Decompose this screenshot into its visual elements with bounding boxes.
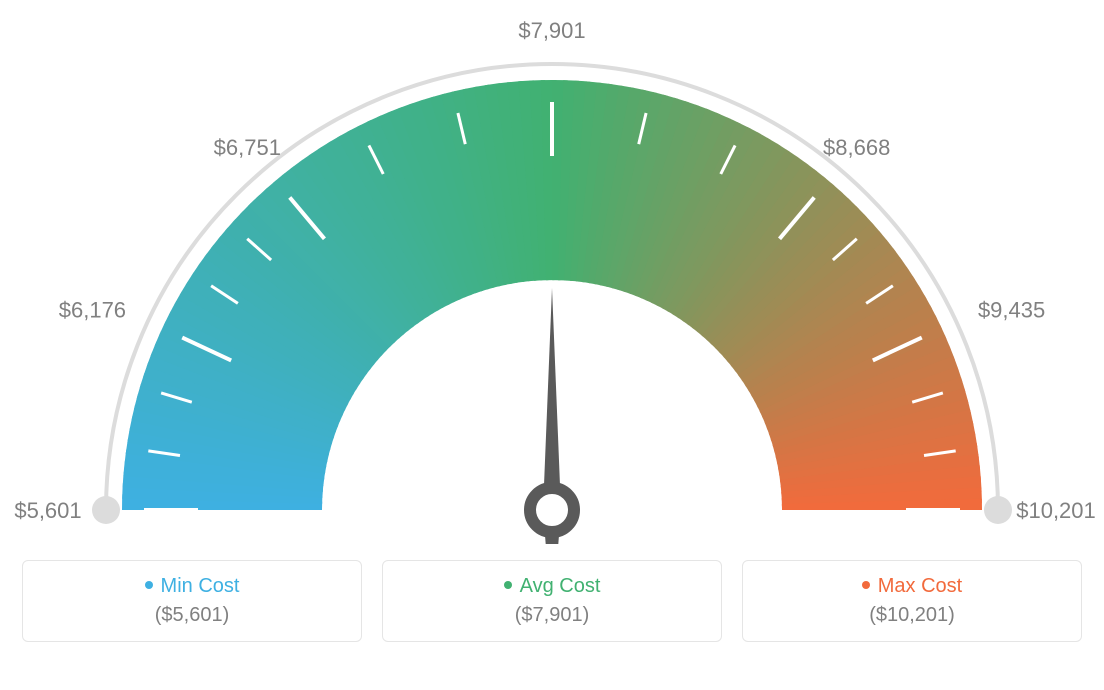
legend-label-min: Min Cost	[161, 575, 240, 597]
gauge-tick-label: $6,751	[214, 135, 281, 160]
legend-value-avg: ($7,901)	[393, 604, 711, 627]
legend-title-max: Max Cost	[753, 575, 1071, 598]
gauge-svg: $5,601 $6,176 $6,751 $7,901 $8,668 $9,435 $10,…	[0, 0, 1104, 560]
dot-icon-avg	[504, 581, 512, 589]
dot-icon-max	[862, 581, 870, 589]
dot-icon-min	[145, 581, 153, 589]
gauge-hub	[530, 488, 574, 532]
legend-card-avg: Avg Cost ($7,901)	[382, 560, 722, 642]
legend-card-max: Max Cost ($10,201)	[742, 560, 1082, 642]
gauge-tick-label: $7,901	[518, 18, 585, 43]
legend-value-min: ($5,601)	[33, 604, 351, 627]
gauge-tick-label: $6,176	[59, 298, 126, 323]
legend-row: Min Cost ($5,601) Avg Cost ($7,901) Max …	[0, 560, 1104, 642]
gauge-tick-label: $10,201	[1016, 498, 1096, 523]
gauge-tick-label: $5,601	[14, 498, 81, 523]
gauge-tick-label: $9,435	[978, 298, 1045, 323]
legend-card-min: Min Cost ($5,601)	[22, 560, 362, 642]
cost-gauge-chart: $5,601 $6,176 $6,751 $7,901 $8,668 $9,435 $10,…	[0, 0, 1104, 690]
legend-title-min: Min Cost	[33, 575, 351, 598]
legend-value-max: ($10,201)	[753, 604, 1071, 627]
legend-title-avg: Avg Cost	[393, 575, 711, 598]
gauge-tick-label: $8,668	[823, 135, 890, 160]
legend-label-avg: Avg Cost	[520, 575, 601, 597]
legend-label-max: Max Cost	[878, 575, 962, 597]
gauge-area: $5,601 $6,176 $6,751 $7,901 $8,668 $9,435 $10,…	[0, 0, 1104, 560]
